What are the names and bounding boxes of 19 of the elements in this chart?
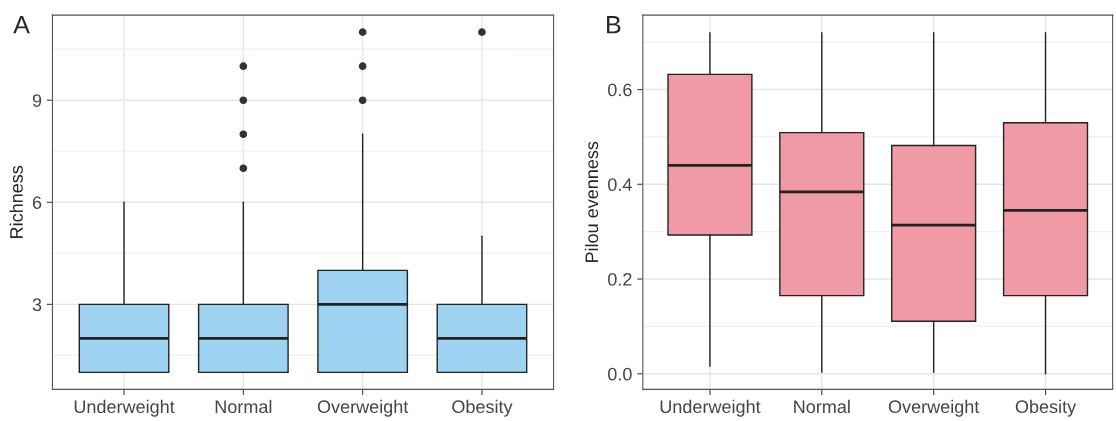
- y-tick-label: 6: [32, 196, 42, 210]
- x-tick-label: Normal: [215, 399, 272, 414]
- x-tick-label: Underweight: [74, 399, 175, 417]
- chart-title: A: [13, 16, 30, 34]
- y-axis-title: Richness: [9, 165, 23, 238]
- x-tick-label: Overweight: [888, 399, 980, 417]
- y-tick-label: 3: [32, 298, 42, 312]
- x-tick-label: Overweight: [317, 399, 409, 417]
- y-tick-label: 0.2: [608, 272, 632, 286]
- y-axis-title: Pilou evenness: [584, 141, 599, 263]
- chart-title: B: [607, 16, 621, 34]
- x-tick-label: Obesity: [452, 399, 513, 417]
- y-tick-label: 9: [32, 94, 42, 107]
- x-tick-label: Underweight: [660, 399, 761, 417]
- y-tick-label: 0.0: [608, 367, 632, 381]
- y-tick-label: 0.6: [608, 83, 632, 97]
- x-tick-label: Normal: [794, 399, 850, 414]
- y-tick-label: 0.4: [608, 178, 632, 192]
- x-tick-label: Obesity: [1015, 399, 1077, 417]
